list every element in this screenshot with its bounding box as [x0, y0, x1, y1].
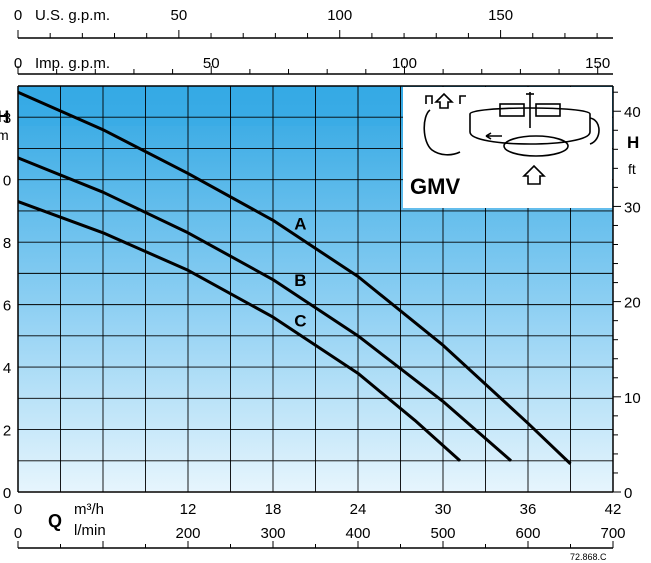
curves: A B C [17, 90, 572, 465]
impgpm-tick-label: 0 [14, 55, 22, 72]
lmin-tick-label: 300 [260, 525, 285, 542]
x-tick-label: 24 [350, 501, 367, 518]
axis-ticks [17, 30, 621, 548]
ft-tick-label: 10 [624, 390, 641, 407]
x-tick-label: 36 [520, 501, 537, 518]
grid [18, 86, 613, 492]
ft-tick-label: 20 [624, 295, 641, 312]
x-tick-label: 42 [605, 501, 622, 518]
y-tick-label: 8 [3, 235, 11, 252]
curve-label-B: B [294, 271, 306, 290]
usgpm-tick-label: 100 [327, 7, 352, 24]
y-tick-label: 6 [3, 298, 11, 315]
y-tick-label: 0 [3, 485, 11, 502]
impgpm-tick-label: 100 [392, 55, 417, 72]
x-tick-label: 18 [265, 501, 282, 518]
usgpm-tick-label: 50 [171, 7, 188, 24]
impgpm-tick-label: 50 [203, 55, 220, 72]
y-unit-m: m [0, 127, 9, 143]
usgpm-tick-label: 0 [14, 7, 22, 24]
plot-top-tint [18, 86, 403, 126]
curve-C [17, 200, 462, 462]
y-tick-label: 3 [3, 110, 11, 127]
pump-schematic-icon [423, 92, 600, 185]
y-axis-symbol-right: H [627, 133, 639, 152]
lmin-tick-label: 0 [14, 525, 22, 542]
curve-label-C: C [294, 311, 306, 330]
lmin-tick-label: 700 [600, 525, 625, 542]
lmin-tick-label: 600 [515, 525, 540, 542]
catalog-code: 72.868.C [570, 552, 607, 562]
inset-label: GMV [410, 174, 460, 199]
usgpm-tick-label: 150 [488, 7, 513, 24]
ft-tick-label: 40 [624, 104, 641, 121]
usgpm-label: U.S. g.p.m. [35, 7, 110, 24]
lmin-tick-label: 200 [175, 525, 200, 542]
x-tick-label: 30 [435, 501, 452, 518]
impgpm-label: Imp. g.p.m. [35, 55, 110, 72]
ft-tick-label: 0 [624, 485, 632, 502]
y-axis-symbol-left: H [0, 107, 9, 126]
y-tick-label: 4 [3, 360, 11, 377]
y-tick-label: 0 [3, 173, 11, 190]
curve-A [17, 90, 572, 465]
x-axis-symbol: Q [48, 511, 62, 531]
x-unit-m3h: m³/h [74, 501, 104, 518]
pump-inset: GMV [403, 87, 612, 208]
y-unit-ft: ft [628, 161, 636, 177]
x-tick-label: 0 [14, 501, 22, 518]
curve-label-A: A [294, 215, 306, 234]
ft-tick-label: 30 [624, 199, 641, 216]
x-tick-label: 12 [180, 501, 197, 518]
curve-B [17, 156, 512, 462]
impgpm-tick-label: 150 [585, 55, 610, 72]
lmin-tick-label: 400 [345, 525, 370, 542]
lmin-tick-label: 500 [430, 525, 455, 542]
x-unit-lmin: l/min [74, 522, 106, 539]
y-tick-label: 2 [3, 423, 11, 440]
